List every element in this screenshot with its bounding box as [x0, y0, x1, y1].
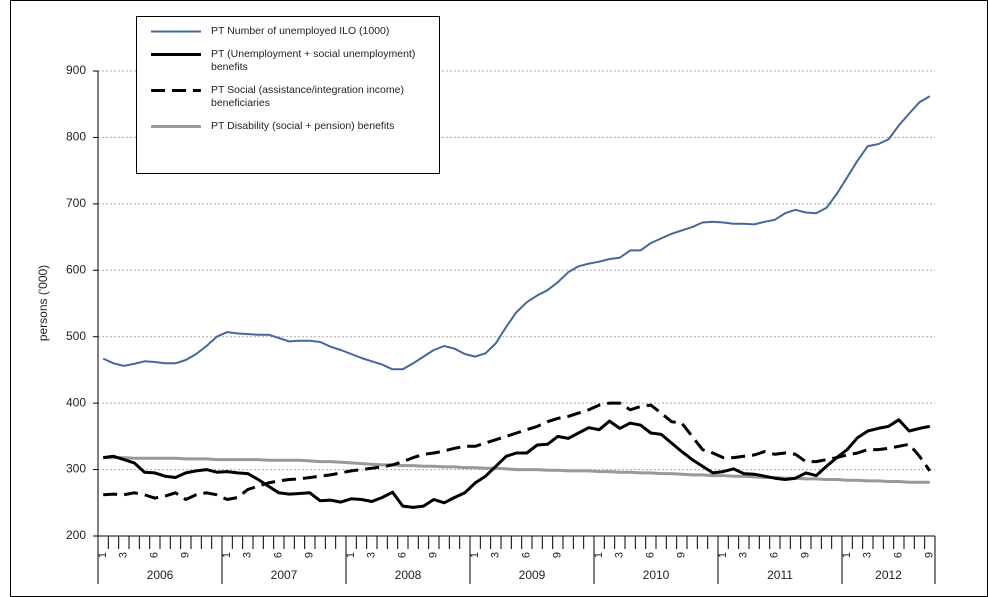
- x-tick-label: 6: [645, 552, 657, 558]
- y-tick-label: 800: [66, 130, 86, 144]
- x-group-label: 2006: [147, 568, 174, 582]
- series-line: [103, 401, 932, 501]
- x-group-label: 2011: [767, 568, 793, 582]
- x-tick-label: 3: [490, 552, 502, 558]
- x-tick-label: 6: [149, 552, 161, 558]
- x-group-label: 2008: [395, 568, 422, 582]
- legend-item: PT (Unemployment + social unemployment) …: [147, 48, 429, 74]
- x-tick-label: 9: [800, 552, 812, 558]
- y-tick-label: 400: [66, 395, 86, 409]
- x-tick-label: 9: [924, 552, 936, 558]
- y-tick-label: 500: [66, 329, 86, 343]
- x-group-label: 2010: [643, 568, 670, 582]
- legend-swatch: [151, 89, 201, 92]
- series-line: [102, 95, 931, 371]
- x-tick-label: 1: [221, 552, 233, 558]
- x-tick-label: 3: [614, 552, 626, 558]
- x-tick-label: 3: [738, 552, 750, 558]
- legend-label: PT (Unemployment + social unemployment) …: [211, 48, 416, 73]
- x-tick-label: 6: [521, 552, 533, 558]
- y-tick-label: 200: [66, 528, 86, 542]
- legend-swatch: [151, 125, 201, 128]
- legend-item: PT Disability (social + pension) benefit…: [147, 120, 429, 133]
- y-tick-label: 300: [66, 462, 86, 476]
- legend-item: PT Number of unemployed ILO (1000): [147, 25, 429, 38]
- x-tick-label: 6: [893, 552, 905, 558]
- x-tick-label: 9: [428, 552, 440, 558]
- x-tick-label: 1: [345, 552, 357, 558]
- x-tick-label: 6: [397, 552, 409, 558]
- x-tick-label: 9: [552, 552, 564, 558]
- x-tick-label: 1: [717, 552, 729, 558]
- legend-swatch: [151, 53, 201, 56]
- y-axis-label: persons ('000): [36, 265, 50, 341]
- y-tick-label: 600: [66, 262, 86, 276]
- legend-label: PT Number of unemployed ILO (1000): [211, 25, 390, 37]
- x-group-label: 2012: [875, 568, 902, 582]
- x-tick-label: 1: [841, 552, 853, 558]
- x-group-label: 2009: [519, 568, 546, 582]
- x-tick-label: 6: [273, 552, 285, 558]
- x-tick-label: 9: [180, 552, 192, 558]
- x-tick-label: 3: [242, 552, 254, 558]
- y-tick-label: 900: [66, 63, 86, 77]
- x-tick-label: 6: [769, 552, 781, 558]
- x-tick-label: 3: [118, 552, 130, 558]
- x-tick-label: 9: [676, 552, 688, 558]
- series-line: [103, 418, 931, 509]
- x-tick-label: 1: [469, 552, 481, 558]
- legend-swatch: [151, 30, 201, 33]
- x-group-label: 2007: [271, 568, 298, 582]
- x-tick-label: 3: [366, 552, 378, 558]
- x-tick-label: 1: [593, 552, 605, 558]
- legend-label: PT Social (assistance/integration income…: [211, 84, 404, 109]
- legend-item: PT Social (assistance/integration income…: [147, 84, 429, 110]
- x-tick-label: 1: [97, 552, 109, 558]
- legend: PT Number of unemployed ILO (1000) PT (Un…: [136, 16, 440, 174]
- y-tick-label: 700: [66, 196, 86, 210]
- legend-label: PT Disability (social + pension) benefit…: [211, 120, 395, 132]
- x-tick-label: 9: [304, 552, 316, 558]
- x-tick-label: 3: [862, 552, 874, 558]
